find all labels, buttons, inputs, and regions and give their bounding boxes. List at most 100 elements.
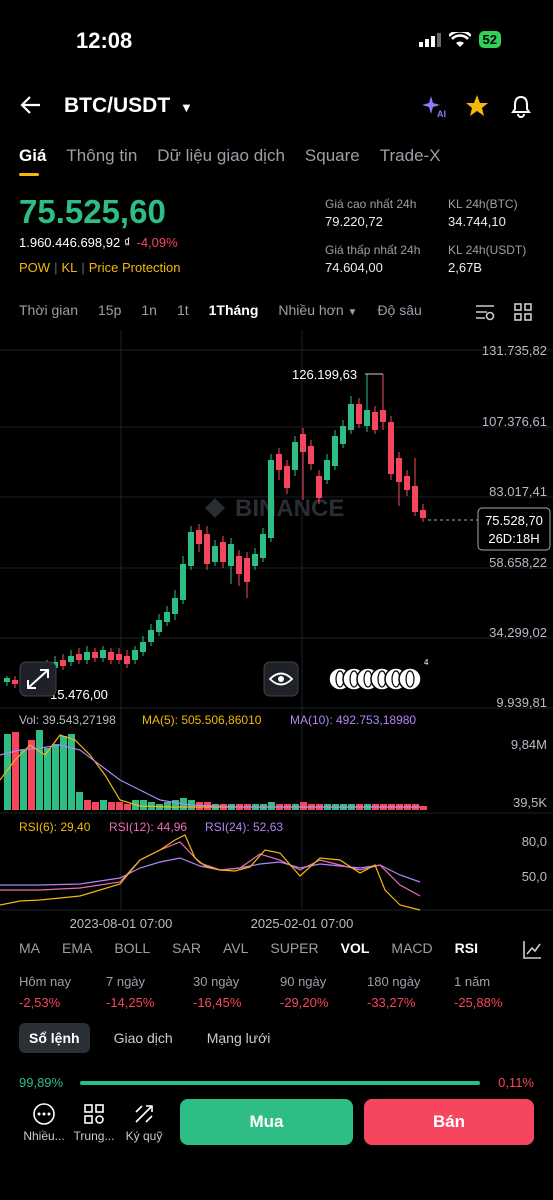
volume-axis-bottom: 39,5K xyxy=(513,795,547,810)
nav-more[interactable]: Nhiều... xyxy=(14,1102,74,1143)
buy-ratio: 99,89% xyxy=(19,1075,64,1090)
tf-15p[interactable]: 15p xyxy=(98,302,122,318)
perf-value: -2,53% xyxy=(19,995,61,1010)
tf-thoi-gian[interactable]: Thời gian xyxy=(19,302,78,318)
tab-du-lieu-giao-dich[interactable]: Dữ liệu giao dịch xyxy=(157,146,285,165)
stat-vol-usdt: KL 24h(USDT) 2,67B xyxy=(448,243,526,275)
price-chart[interactable]: BINANCE 131.735,82 107.376,61 83.017,41 … xyxy=(0,330,553,938)
perf-value: -33,27% xyxy=(367,995,416,1010)
volume-label: Vol: 39.543,27198 xyxy=(19,713,116,727)
candle xyxy=(60,660,66,666)
stat-high-label: Giá cao nhất 24h xyxy=(325,197,417,211)
candle xyxy=(324,460,330,480)
tab-so-lenh[interactable]: Sổ lệnh xyxy=(19,1023,90,1053)
wifi-icon xyxy=(448,31,471,47)
tf-1t[interactable]: 1t xyxy=(176,302,189,318)
candle xyxy=(116,654,122,660)
ind-rsi[interactable]: RSI xyxy=(454,940,478,956)
expand-icon[interactable] xyxy=(19,661,57,697)
candle xyxy=(100,650,106,658)
svg-text:AI: AI xyxy=(437,109,446,118)
ind-boll[interactable]: BOLL xyxy=(114,940,151,956)
candle xyxy=(276,454,282,470)
ind-super[interactable]: SUPER xyxy=(270,940,319,956)
volume-bar xyxy=(44,748,51,810)
tab-giao-dich[interactable]: Giao dịch xyxy=(113,1030,173,1046)
last-price: 75.525,60 xyxy=(19,193,166,230)
tab-thong-tin[interactable]: Thông tin xyxy=(66,146,138,165)
indicator-chart-icon[interactable] xyxy=(522,940,542,960)
perf-label: Hôm nay xyxy=(19,974,72,989)
layout-grid-icon[interactable] xyxy=(514,303,532,321)
chart-watermark: BINANCE xyxy=(235,495,344,522)
ind-sar[interactable]: SAR xyxy=(172,940,201,956)
candle xyxy=(284,466,290,488)
stat-vol-btc: KL 24h(BTC) 34.744,10 xyxy=(448,197,518,229)
sell-ratio: 0,11% xyxy=(498,1075,534,1090)
chart-settings-icon[interactable] xyxy=(475,303,495,321)
tab-gia[interactable]: Giá xyxy=(19,146,47,176)
buy-button[interactable]: Mua xyxy=(180,1099,353,1145)
bell-icon[interactable] xyxy=(509,94,533,118)
candle xyxy=(380,410,386,422)
stat-low: Giá thấp nhất 24h 74.604,00 xyxy=(325,243,420,275)
rsi-axis-top: 80,0 xyxy=(522,834,547,849)
rsi12-label: RSI(12): 44,96 xyxy=(109,820,187,834)
ind-vol[interactable]: VOL xyxy=(340,940,370,956)
perf-30d: 30 ngày -16,45% xyxy=(193,974,241,1010)
candle xyxy=(388,422,394,474)
ai-sparkle-icon[interactable]: AI xyxy=(421,94,447,118)
tag-price-protection[interactable]: Price Protection xyxy=(88,260,181,275)
volume-bar xyxy=(124,804,131,810)
candle xyxy=(68,656,74,662)
rsi6-line xyxy=(0,834,421,911)
tf-1thang[interactable]: 1Tháng xyxy=(208,302,259,318)
ind-ema[interactable]: EMA xyxy=(62,940,93,956)
status-time: 12:08 xyxy=(76,28,133,53)
candle xyxy=(148,630,154,642)
candle xyxy=(372,412,378,430)
stat-vol-btc-value: 34.744,10 xyxy=(448,214,506,229)
candle xyxy=(180,564,186,600)
volume-bar xyxy=(52,744,59,810)
nav-center[interactable]: Trung... xyxy=(64,1102,124,1143)
tag-pow[interactable]: POW xyxy=(19,260,51,275)
volume-bar xyxy=(164,802,171,810)
chevron-down-icon: ▼ xyxy=(180,100,193,115)
globe-icons[interactable] xyxy=(328,667,422,691)
axis-label-2: 107.376,61 xyxy=(482,414,547,429)
candle xyxy=(212,546,218,562)
main-tabs: Giá Thông tin Dữ liệu giao dịch Square T… xyxy=(19,146,441,176)
volume-bar xyxy=(172,800,179,810)
tag-kl[interactable]: KL xyxy=(61,260,78,275)
perf-label: 1 năm xyxy=(454,974,491,989)
pair-selector[interactable]: BTC/USDT ▼ xyxy=(64,94,193,118)
back-arrow-icon[interactable] xyxy=(20,94,42,116)
axis-label-4: 58.658,22 xyxy=(489,555,547,570)
ind-ma[interactable]: MA xyxy=(19,940,40,956)
tab-mang-luoi[interactable]: Mạng lưới xyxy=(206,1030,271,1046)
tab-square[interactable]: Square xyxy=(304,146,360,165)
candle xyxy=(316,476,322,498)
candle xyxy=(356,404,362,424)
tf-depth[interactable]: Độ sâu xyxy=(377,302,422,318)
sell-button[interactable]: Bán xyxy=(364,1099,534,1145)
volume-axis-top: 9,84M xyxy=(511,737,547,752)
ind-avl[interactable]: AVL xyxy=(222,940,249,956)
candle xyxy=(164,612,170,622)
tf-more[interactable]: Nhiều hơn ▼ xyxy=(278,302,357,318)
eye-icon[interactable] xyxy=(263,661,299,697)
ind-macd[interactable]: MACD xyxy=(391,940,433,956)
perf-value: -16,45% xyxy=(193,995,242,1010)
candle xyxy=(404,476,410,490)
nav-center-label: Trung... xyxy=(73,1129,115,1143)
min-price-label: 15.476,00 xyxy=(50,687,108,702)
nav-margin[interactable]: Ký quỹ xyxy=(114,1102,174,1143)
tab-trade-x[interactable]: Trade-X xyxy=(379,146,441,165)
perf-label: 90 ngày xyxy=(280,974,327,989)
tf-1n[interactable]: 1n xyxy=(141,302,157,318)
volume-bar xyxy=(420,806,427,810)
perf-label: 30 ngày xyxy=(193,974,240,989)
globe-icon[interactable] xyxy=(398,667,422,691)
star-icon[interactable] xyxy=(465,94,489,118)
